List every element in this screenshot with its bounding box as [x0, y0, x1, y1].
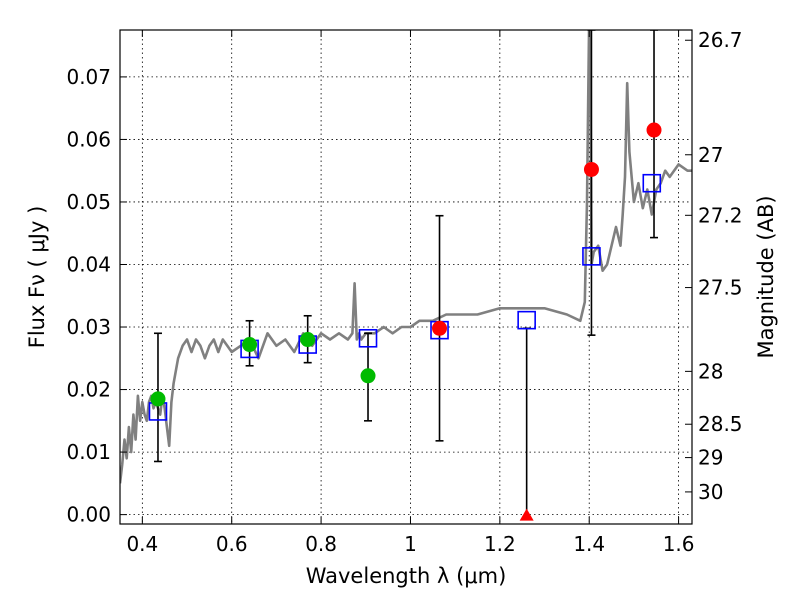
x-tick-label: 0.8: [305, 532, 337, 556]
sed-line: [120, 30, 692, 484]
magnitude-axis-label: Magnitude (AB): [754, 195, 778, 358]
y-tick-label: 0.02: [66, 378, 111, 402]
sed-spectrum: [120, 30, 692, 484]
magnitude-tick-label: 27.5: [698, 276, 743, 300]
model-square: [358, 328, 378, 348]
y-axis-ticks: 0.00 0.01 0.02 0.03 0.04 0.05 0.06 0.07: [66, 65, 127, 527]
x-tick-label: 0.4: [126, 532, 158, 556]
x-tick-label: 0.6: [216, 532, 248, 556]
observed-points: [150, 122, 662, 521]
x-tick-label: 1: [404, 532, 417, 556]
observed-point: [360, 368, 376, 384]
error-bars: [153, 30, 659, 515]
y-tick-label: 0.05: [66, 190, 111, 214]
y-tick-label: 0.03: [66, 315, 111, 339]
observed-point: [242, 337, 258, 353]
model-square: [582, 247, 601, 266]
x-tick-label: 1.6: [663, 532, 695, 556]
upper-limit-marker: [519, 508, 534, 521]
observed-point: [150, 391, 166, 407]
y-axis-label: Flux Fν ( μJy ): [25, 206, 49, 349]
y-tick-label: 0.04: [66, 252, 111, 276]
model-square: [642, 173, 662, 193]
observed-point: [432, 320, 448, 336]
magnitude-tick-label: 27: [698, 143, 723, 167]
y-tick-label: 0.07: [66, 65, 111, 89]
y-tick-label: 0.00: [66, 503, 111, 527]
x-tick-label: 1.4: [573, 532, 605, 556]
x-axis-label: Wavelength λ (μm): [306, 564, 507, 588]
observed-point: [583, 161, 599, 177]
x-axis-ticks: 0.4 0.6 0.8 1 1.2 1.4 1.6: [126, 30, 695, 556]
model-square: [517, 310, 536, 330]
grid-lines: [120, 30, 692, 524]
y-tick-label: 0.06: [66, 127, 111, 151]
x-tick-label: 1.2: [484, 532, 516, 556]
magnitude-axis-ticks: 26.7 27 27.2 27.5 28 28.5 29 30: [685, 28, 743, 504]
magnitude-tick-label: 28.5: [698, 412, 743, 436]
magnitude-tick-label: 26.7: [698, 28, 743, 52]
observed-point: [300, 332, 316, 348]
observed-point: [646, 122, 662, 138]
y-tick-label: 0.01: [66, 440, 111, 464]
magnitude-tick-label: 30: [698, 480, 723, 504]
magnitude-tick-label: 28: [698, 359, 723, 383]
plot-frame: [119, 29, 693, 525]
magnitude-tick-label: 29: [698, 446, 723, 470]
magnitude-tick-label: 27.2: [698, 203, 743, 227]
